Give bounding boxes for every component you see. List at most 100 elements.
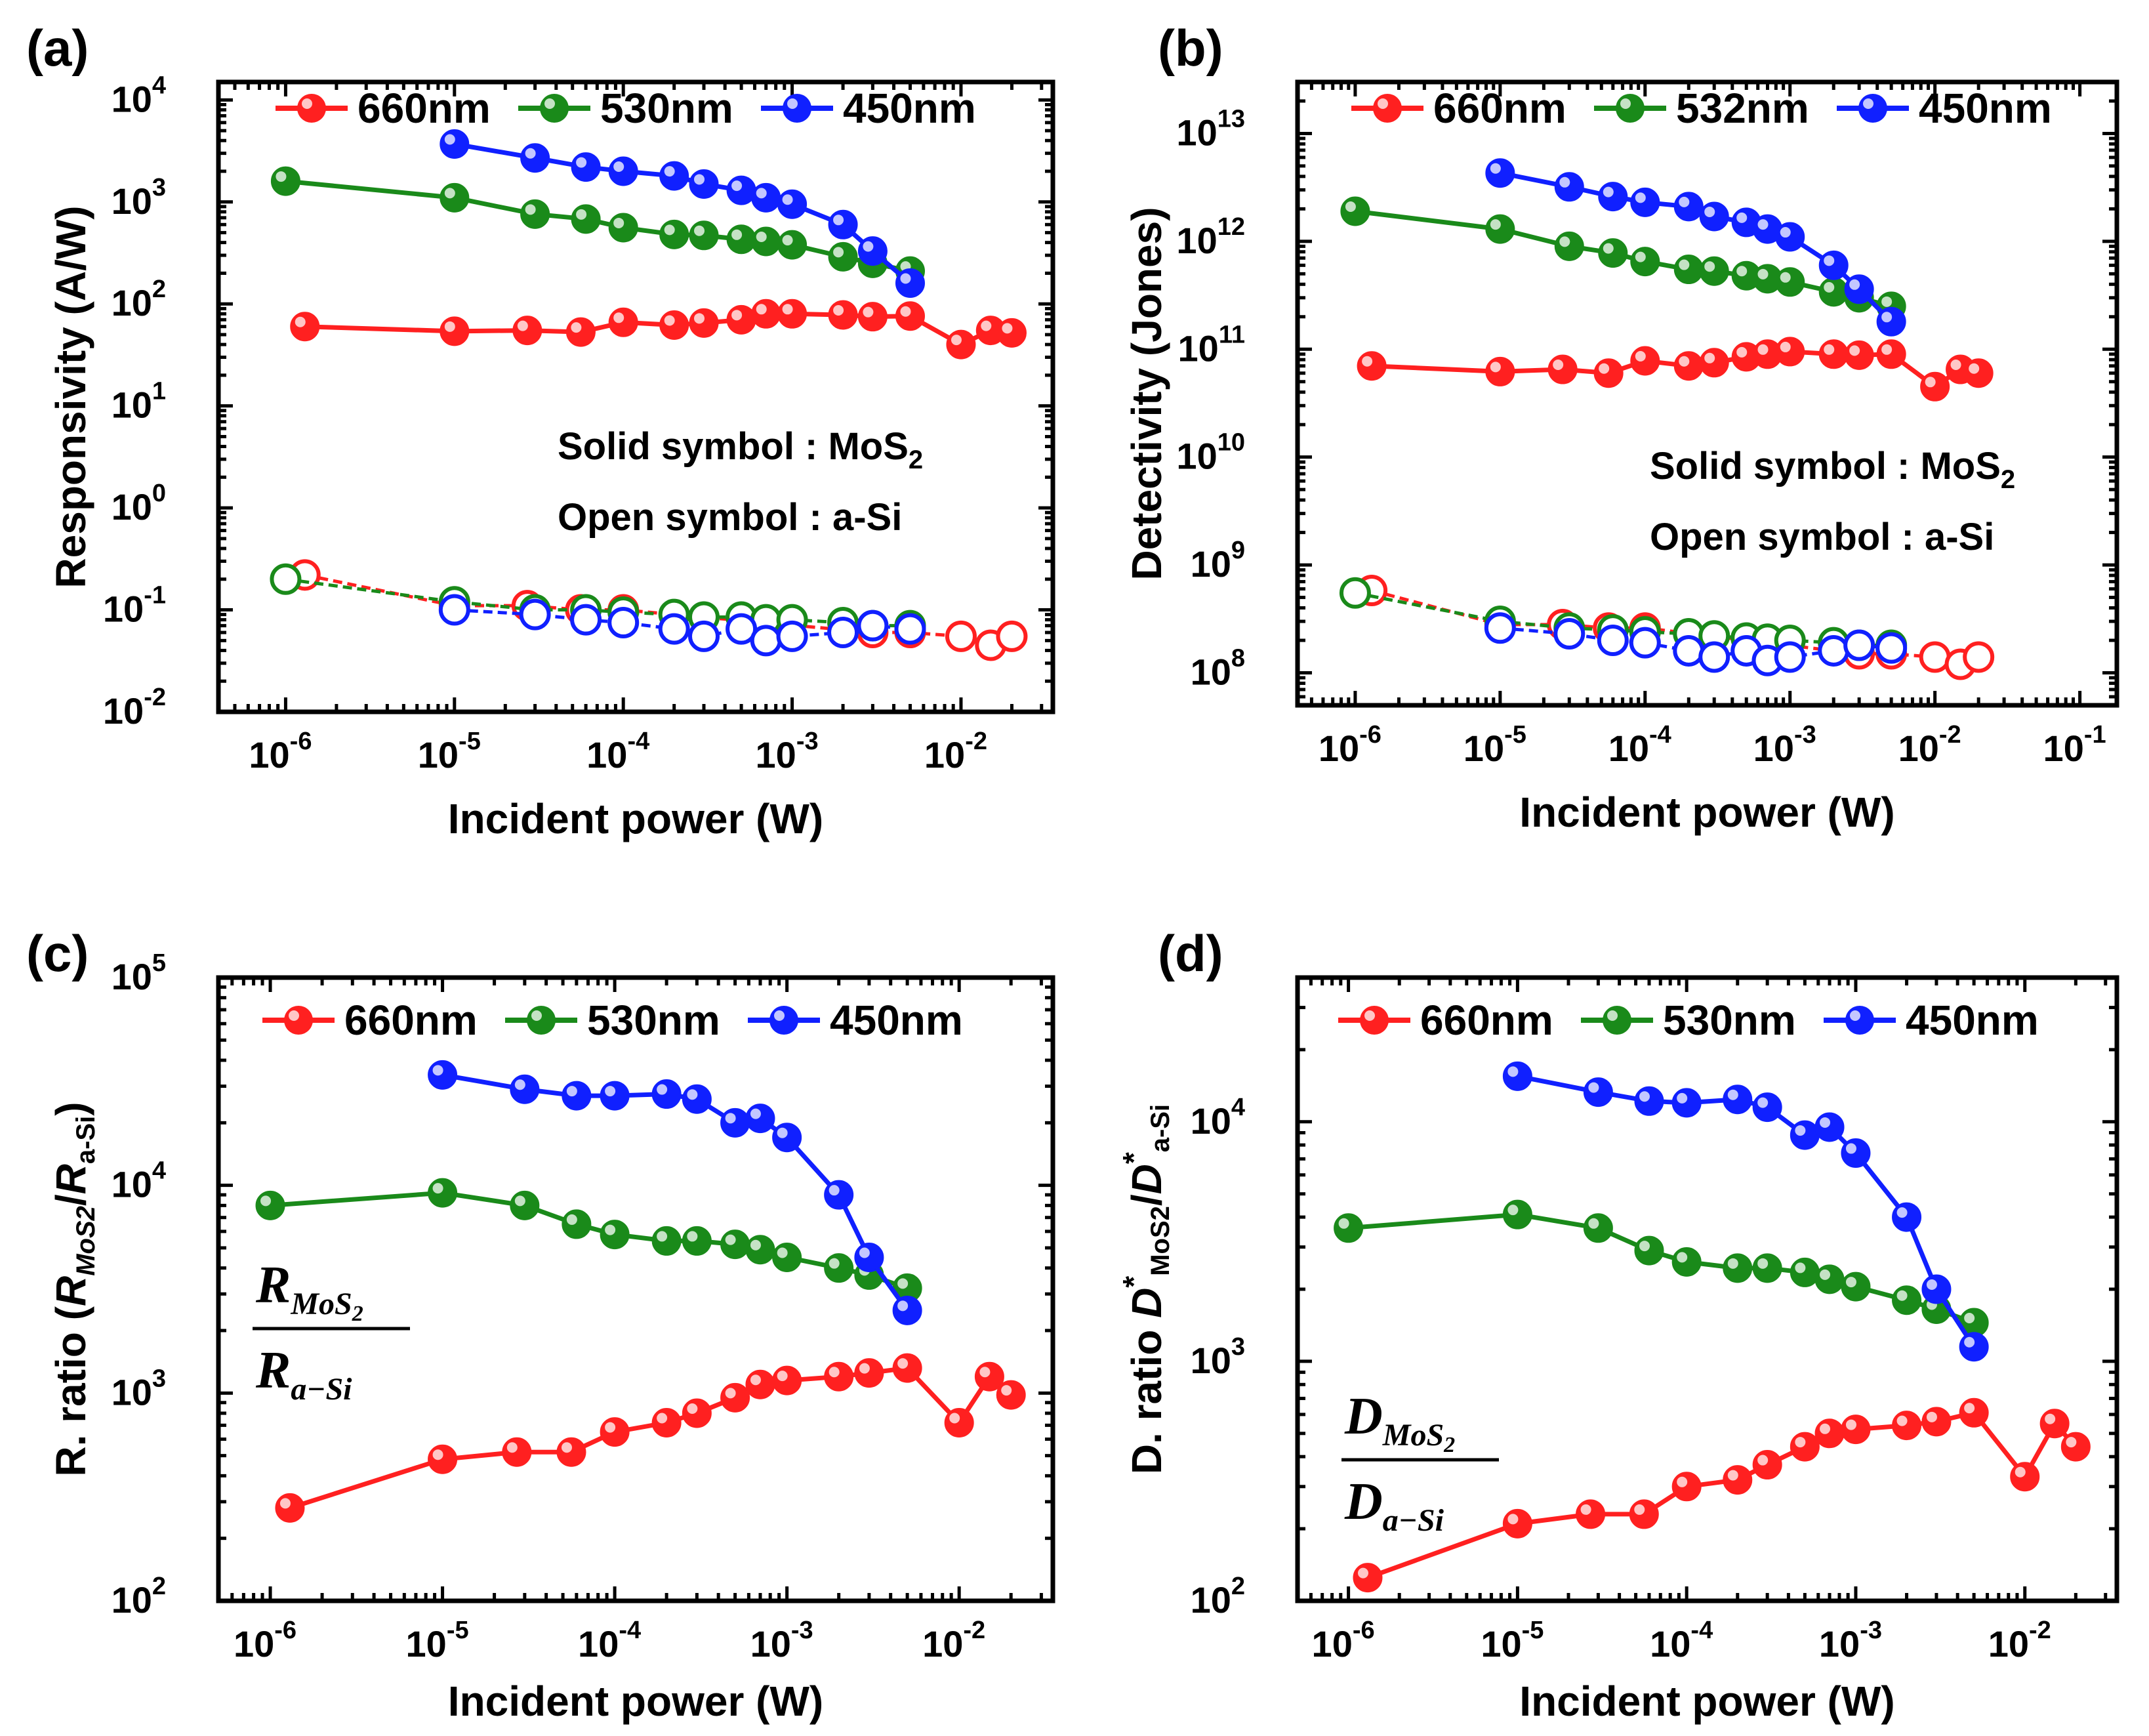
x-tick-label: 10-5 — [1481, 1617, 1544, 1664]
data-point — [1818, 277, 1849, 307]
data-point-highlight — [1849, 345, 1860, 356]
panel-c: (c) 10-6 10-5 10-4 10-3 10-2 102 103 104 105 Incid… — [26, 924, 1055, 1725]
panel-label: (a) — [26, 19, 89, 77]
data-point-highlight — [1849, 279, 1860, 290]
data-point-highlight — [949, 1413, 960, 1424]
data-point — [895, 301, 925, 331]
data-point-highlight — [525, 204, 536, 215]
data-point-highlight — [1964, 1312, 1975, 1323]
data-point-highlight — [1896, 1207, 1908, 1218]
data-point-highlight — [1588, 1082, 1599, 1093]
x-tick-label: 10-4 — [1650, 1617, 1713, 1664]
data-point — [608, 213, 638, 243]
data-point-highlight — [566, 1214, 577, 1225]
data-point-highlight — [1679, 259, 1690, 270]
annotation-solid: Solid symbol : MoS2 — [1650, 445, 2015, 494]
data-point — [1752, 1450, 1782, 1480]
data-point — [1553, 618, 1586, 650]
data-point — [1598, 182, 1628, 212]
y-tick-label: 104 — [112, 72, 166, 119]
plot-frame — [216, 79, 1055, 714]
data-point — [1485, 214, 1515, 244]
x-tick-label: 10-6 — [234, 1617, 297, 1664]
panel-b: (b) 10-6 10-5 10-4 10-3 10-2 10-1 108 109 1010 101… — [1123, 19, 2119, 836]
data-point-highlight — [750, 1239, 761, 1250]
plot-frame — [1295, 79, 2119, 708]
data-point — [651, 1408, 682, 1438]
legend-item: 660nm — [262, 997, 478, 1044]
x-axis-label: Incident power (W) — [1519, 789, 1894, 836]
data-point-highlight — [1679, 196, 1690, 207]
data-point — [1723, 1465, 1753, 1495]
data-point — [440, 129, 470, 159]
data-point — [1723, 1253, 1753, 1283]
data-point — [854, 1358, 884, 1388]
data-point-highlight — [897, 1300, 909, 1312]
data-point-highlight — [756, 188, 767, 199]
data-point-highlight — [1757, 1455, 1769, 1466]
data-point-highlight — [1727, 1089, 1738, 1100]
data-point — [1844, 274, 1874, 304]
legend-item: 532nm — [1594, 85, 1809, 132]
data-point-highlight — [687, 1403, 698, 1415]
data-point — [828, 241, 858, 272]
data-point-highlight — [1824, 281, 1835, 293]
data-point-highlight — [605, 1422, 616, 1433]
y-tick-label: 103 — [1191, 1333, 1245, 1381]
data-point — [1699, 348, 1729, 378]
data-point — [1699, 201, 1729, 232]
x-tick-label: 10-5 — [1463, 721, 1526, 769]
data-point — [682, 1398, 712, 1428]
legend-label: 660nm — [1420, 997, 1553, 1044]
x-tick-label: 10-2 — [922, 1617, 985, 1664]
y-tick-label: 1010 — [1176, 429, 1245, 477]
x-tick-label: 10-6 — [249, 728, 312, 775]
data-point-highlight — [1507, 1514, 1519, 1525]
data-point — [857, 236, 888, 266]
data-point — [1673, 255, 1704, 285]
data-point-highlight — [1736, 346, 1748, 358]
legend-marker — [1845, 1006, 1874, 1035]
y-tick-label: 100 — [112, 480, 166, 527]
x-tick-label: 10-6 — [1319, 721, 1382, 769]
data-point — [1629, 627, 1661, 659]
series-450nm-a-Si — [1484, 612, 1908, 676]
data-point — [510, 1190, 540, 1220]
data-point — [1774, 641, 1806, 673]
data-point — [1814, 1264, 1845, 1294]
data-point — [824, 1361, 854, 1392]
data-point — [608, 307, 638, 337]
fraction-denominator: Ra−Si — [255, 1342, 352, 1407]
x-tick-label: 10-4 — [578, 1617, 641, 1664]
data-point-highlight — [693, 225, 705, 236]
x-axis-label: Incident power (W) — [1519, 1678, 1894, 1725]
data-point — [1698, 641, 1730, 673]
data-point — [1876, 306, 1906, 337]
data-point-highlight — [1881, 312, 1893, 323]
data-point — [1485, 356, 1515, 386]
data-point — [1752, 1253, 1782, 1283]
legend-marker-highlight — [787, 98, 798, 109]
data-point-highlight — [664, 224, 675, 236]
data-point — [1629, 1499, 1659, 1529]
data-point — [745, 1104, 775, 1134]
x-tick-label: 10-5 — [418, 728, 481, 775]
data-point — [1790, 1432, 1820, 1462]
data-point-highlight — [1727, 1470, 1738, 1481]
data-point — [290, 312, 320, 342]
data-point-highlight — [1490, 362, 1501, 373]
data-point — [1671, 1472, 1702, 1502]
data-point-highlight — [1507, 1066, 1519, 1077]
data-point-highlight — [1345, 201, 1356, 213]
data-point — [777, 189, 808, 219]
data-point — [1583, 1213, 1613, 1243]
legend-label: 450nm — [830, 997, 963, 1044]
x-axis-label: Incident power (W) — [448, 795, 823, 842]
legend-marker — [297, 94, 326, 123]
y-tick-label: 10-2 — [103, 684, 166, 732]
x-tick-label: 10-2 — [1898, 721, 1961, 769]
data-point-highlight — [1639, 1091, 1650, 1102]
data-point-highlight — [1881, 344, 1893, 355]
series-line — [1348, 1212, 1975, 1325]
data-point-highlight — [517, 320, 528, 331]
